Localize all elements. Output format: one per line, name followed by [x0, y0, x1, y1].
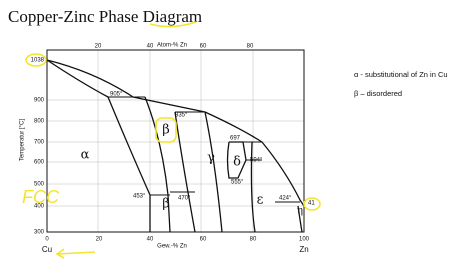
phase: γ: [207, 151, 215, 166]
highlight: [303, 197, 321, 211]
temp-label: 594°: [250, 158, 263, 164]
phase-lines: [46, 59, 305, 233]
y-tick: 400: [34, 204, 45, 210]
bottom-tick: 60: [200, 237, 207, 243]
temp-label: 41: [308, 201, 315, 207]
top-tick: 40: [147, 44, 154, 50]
temp-label: 697: [230, 136, 241, 142]
top-tick: 80: [247, 44, 254, 50]
underline: [149, 21, 197, 28]
note: β – disordered: [354, 89, 402, 98]
y-tick: 700: [34, 140, 45, 146]
phase: ε: [257, 193, 264, 208]
y-tick: 900: [34, 98, 45, 104]
title: Copper-Zinc Phase Diagram: [8, 7, 202, 26]
top-axis-title: Atom-% Zn: [157, 43, 187, 49]
left-end: Cu: [42, 245, 52, 254]
y-tick: 800: [34, 119, 45, 125]
bottom-tick: 20: [96, 237, 103, 243]
top-tick: 20: [95, 44, 102, 50]
bottom-tick: 100: [299, 237, 310, 243]
bottom-tick: 0: [45, 237, 49, 243]
highlight: [155, 117, 177, 143]
y-tick: 500: [34, 182, 45, 188]
y-tick: 600: [34, 160, 45, 166]
y-tick: 1038: [31, 58, 45, 64]
arrow: [55, 248, 96, 259]
temp-label: 555°: [231, 180, 244, 186]
temp-label: 835°: [175, 113, 188, 119]
phase: β: [162, 197, 170, 212]
bottom-axis-title: Gew.-% Zn: [157, 244, 187, 250]
temp-label: 453°: [133, 194, 146, 200]
bottom-tick: 40: [147, 237, 154, 243]
temp-label: 424°: [279, 196, 292, 202]
handwritten-note: FCC: [22, 187, 60, 207]
grid: [47, 50, 304, 232]
phase: η: [297, 206, 303, 217]
y-tick: 300: [34, 230, 45, 236]
note: α - substitutional of Zn in Cu: [354, 70, 448, 79]
phase: β: [162, 123, 170, 138]
right-end: Zn: [299, 245, 308, 254]
temp-label: 470°: [178, 196, 191, 202]
plot-frame: [46, 49, 305, 233]
phase: α: [81, 148, 90, 163]
top-tick: 60: [200, 44, 207, 50]
highlight: [25, 53, 47, 67]
bottom-tick: 80: [250, 237, 257, 243]
temp-label: 905°: [110, 92, 123, 98]
phase: δ: [233, 155, 241, 170]
y-axis-title: Temperatur [°C]: [20, 119, 26, 161]
